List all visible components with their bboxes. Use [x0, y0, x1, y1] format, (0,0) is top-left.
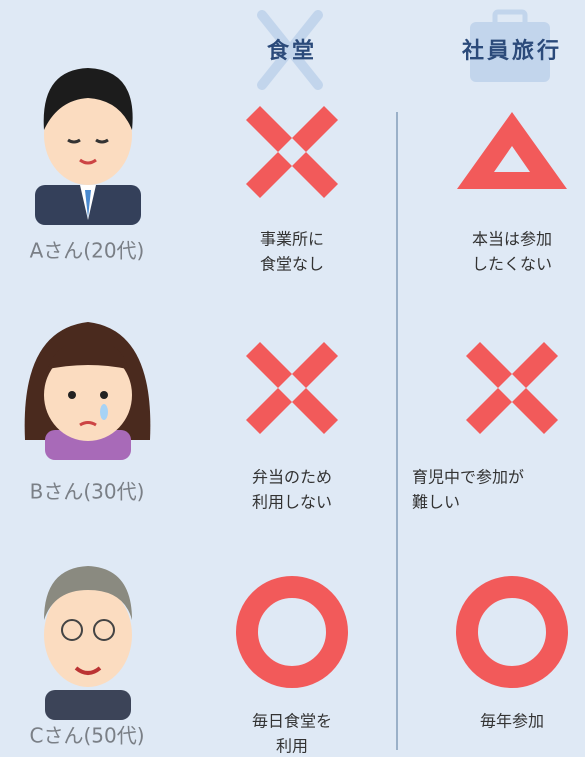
- triangle-symbol: [457, 112, 567, 189]
- cross-symbol: [246, 342, 338, 434]
- cross-symbol: [466, 342, 558, 434]
- circle-symbol: [236, 576, 348, 688]
- cell-text: 育児中で参加が: [412, 468, 524, 487]
- avatar-c: [44, 566, 132, 720]
- cell-text: したくない: [472, 255, 552, 274]
- cross-symbol: [246, 106, 338, 198]
- cell-text: 事業所に: [260, 230, 324, 249]
- person-label: Aさん(20代): [30, 239, 145, 263]
- person-label: Cさん(50代): [29, 724, 144, 748]
- icon-suitcase: [470, 9, 550, 82]
- column-title: 食堂: [267, 38, 317, 64]
- icon-cutlery: [257, 10, 323, 90]
- cell-text: 毎日食堂を: [252, 712, 332, 731]
- avatar-a: [35, 68, 141, 225]
- cell-text: 食堂なし: [260, 255, 324, 274]
- column-title: 社員旅行: [462, 38, 562, 64]
- cell-text: 毎年参加: [480, 712, 544, 731]
- person-label: Bさん(30代): [30, 480, 145, 504]
- cell-text: 利用: [276, 737, 308, 756]
- cell-text: 利用しない: [252, 493, 332, 512]
- cell-text: 難しい: [412, 493, 460, 512]
- avatar-b: [24, 322, 151, 460]
- circle-symbol: [456, 576, 568, 688]
- cell-text: 弁当のため: [252, 468, 332, 487]
- cell-text: 本当は参加: [472, 230, 552, 249]
